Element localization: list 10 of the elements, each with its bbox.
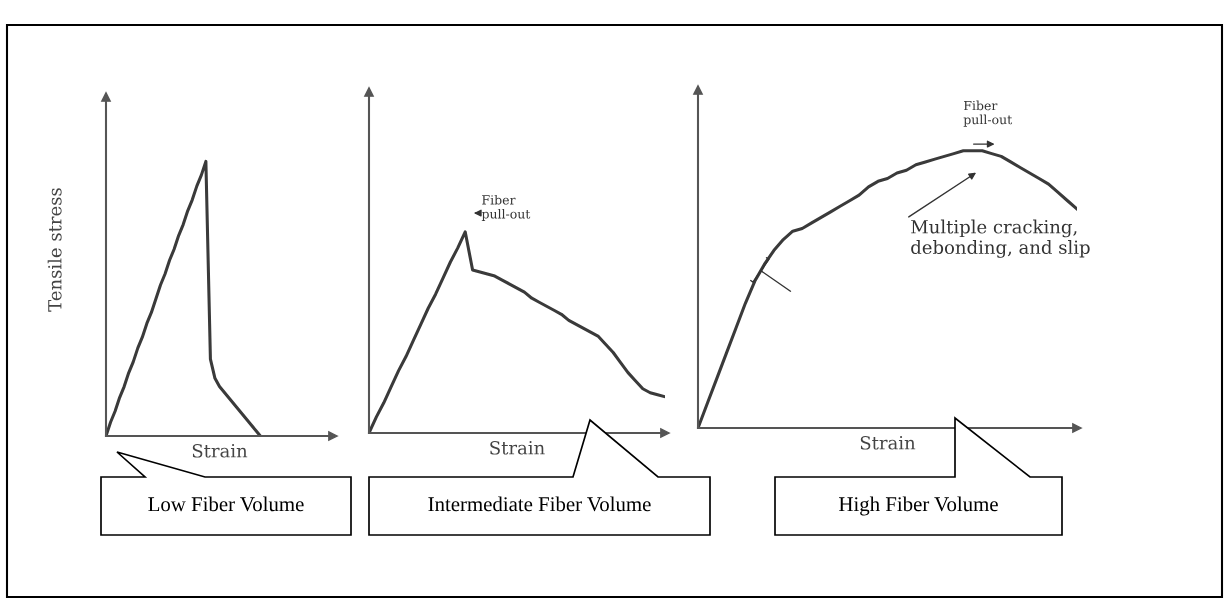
text: Fiber pull-out <box>481 194 531 221</box>
annotation: Multiple cracking, debonding, and slip <box>911 219 1090 258</box>
text: High Fiber Volume <box>839 496 998 516</box>
y-axis-title: Tensile stress <box>47 188 62 312</box>
x-axis-title: Strain <box>490 440 545 455</box>
text: Fiber pull-out <box>963 100 1013 127</box>
x-axis-title: Strain <box>192 443 248 458</box>
text: Low Fiber Volume <box>148 496 304 512</box>
x-axis-title: Strain <box>860 435 916 450</box>
text: Intermediate Fiber Volume <box>428 496 651 512</box>
